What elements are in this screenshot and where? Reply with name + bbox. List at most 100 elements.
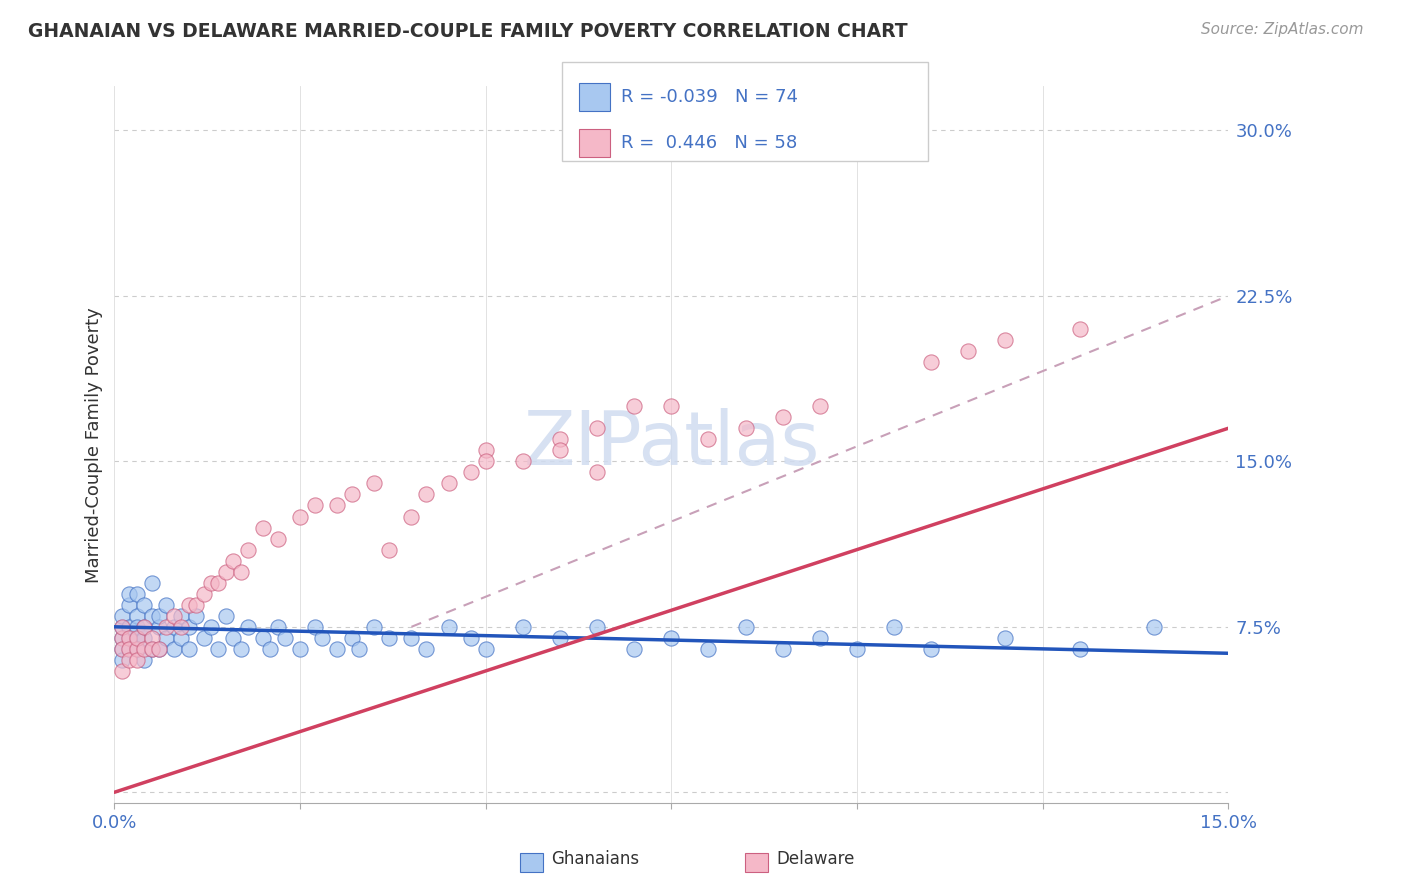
Point xyxy=(132,620,155,634)
Point xyxy=(222,631,245,645)
Point xyxy=(141,641,163,656)
Point xyxy=(118,653,141,667)
Point xyxy=(623,399,645,413)
Point xyxy=(846,145,869,160)
Y-axis label: Married-Couple Family Poverty: Married-Couple Family Poverty xyxy=(86,307,103,582)
Text: Delaware: Delaware xyxy=(776,850,855,868)
Point xyxy=(883,620,905,634)
Point xyxy=(177,620,200,634)
Point xyxy=(474,641,496,656)
Point xyxy=(132,653,155,667)
Point xyxy=(311,631,333,645)
Point xyxy=(125,631,148,645)
Point xyxy=(734,421,756,435)
Point xyxy=(200,575,222,590)
Point xyxy=(288,509,311,524)
Point xyxy=(304,620,326,634)
Point xyxy=(170,631,193,645)
Point xyxy=(267,532,290,546)
Point xyxy=(125,608,148,623)
Text: GHANAIAN VS DELAWARE MARRIED-COUPLE FAMILY POVERTY CORRELATION CHART: GHANAIAN VS DELAWARE MARRIED-COUPLE FAMI… xyxy=(28,22,908,41)
Point xyxy=(734,620,756,634)
Point xyxy=(378,631,401,645)
Point xyxy=(148,641,170,656)
Point xyxy=(437,620,460,634)
Point xyxy=(125,641,148,656)
Point xyxy=(548,443,571,458)
Point xyxy=(586,466,609,480)
Point xyxy=(163,641,186,656)
Point xyxy=(177,598,200,612)
Point xyxy=(363,620,385,634)
Point xyxy=(252,520,274,534)
Point xyxy=(229,565,252,579)
Point xyxy=(207,641,229,656)
Point xyxy=(772,641,794,656)
Point xyxy=(1069,641,1091,656)
Point xyxy=(460,466,482,480)
Point xyxy=(512,454,534,468)
Point xyxy=(697,432,720,446)
Point xyxy=(141,575,163,590)
Point xyxy=(349,641,371,656)
Point xyxy=(808,399,831,413)
Point xyxy=(111,631,134,645)
Point xyxy=(994,333,1017,347)
Point xyxy=(474,443,496,458)
Point xyxy=(229,641,252,656)
Point xyxy=(363,476,385,491)
Point xyxy=(512,620,534,634)
Point xyxy=(184,608,207,623)
Point xyxy=(132,631,155,645)
Point xyxy=(957,344,980,359)
Point xyxy=(415,641,437,656)
Point xyxy=(401,509,423,524)
Point xyxy=(222,554,245,568)
Point xyxy=(125,641,148,656)
Point xyxy=(118,631,141,645)
Point xyxy=(132,620,155,634)
Text: R =  0.446   N = 58: R = 0.446 N = 58 xyxy=(621,134,797,152)
Point xyxy=(920,355,942,369)
Point xyxy=(170,608,193,623)
Point xyxy=(132,641,155,656)
Point xyxy=(236,620,259,634)
Point xyxy=(215,608,238,623)
Point xyxy=(125,653,148,667)
Point xyxy=(340,487,363,501)
Point xyxy=(141,608,163,623)
Point xyxy=(1069,322,1091,336)
Point xyxy=(326,499,349,513)
Point xyxy=(111,664,134,678)
Point xyxy=(215,565,238,579)
Point xyxy=(378,542,401,557)
Point xyxy=(155,598,177,612)
Point xyxy=(111,620,134,634)
Point xyxy=(118,598,141,612)
Point xyxy=(474,454,496,468)
Point xyxy=(236,542,259,557)
Point xyxy=(118,631,141,645)
Point xyxy=(132,598,155,612)
Point xyxy=(118,641,141,656)
Point xyxy=(184,598,207,612)
Point xyxy=(340,631,363,645)
Point xyxy=(401,631,423,645)
Point xyxy=(118,641,141,656)
Point xyxy=(252,631,274,645)
Point xyxy=(267,620,290,634)
Point xyxy=(111,641,134,656)
Text: R = -0.039   N = 74: R = -0.039 N = 74 xyxy=(621,87,799,106)
Point xyxy=(163,620,186,634)
Point xyxy=(118,587,141,601)
Point xyxy=(274,631,297,645)
Point xyxy=(548,631,571,645)
Point xyxy=(111,641,134,656)
Point xyxy=(586,421,609,435)
Point xyxy=(207,575,229,590)
Point xyxy=(623,641,645,656)
Point xyxy=(193,631,215,645)
Point xyxy=(141,641,163,656)
Point xyxy=(111,608,134,623)
Point xyxy=(548,432,571,446)
